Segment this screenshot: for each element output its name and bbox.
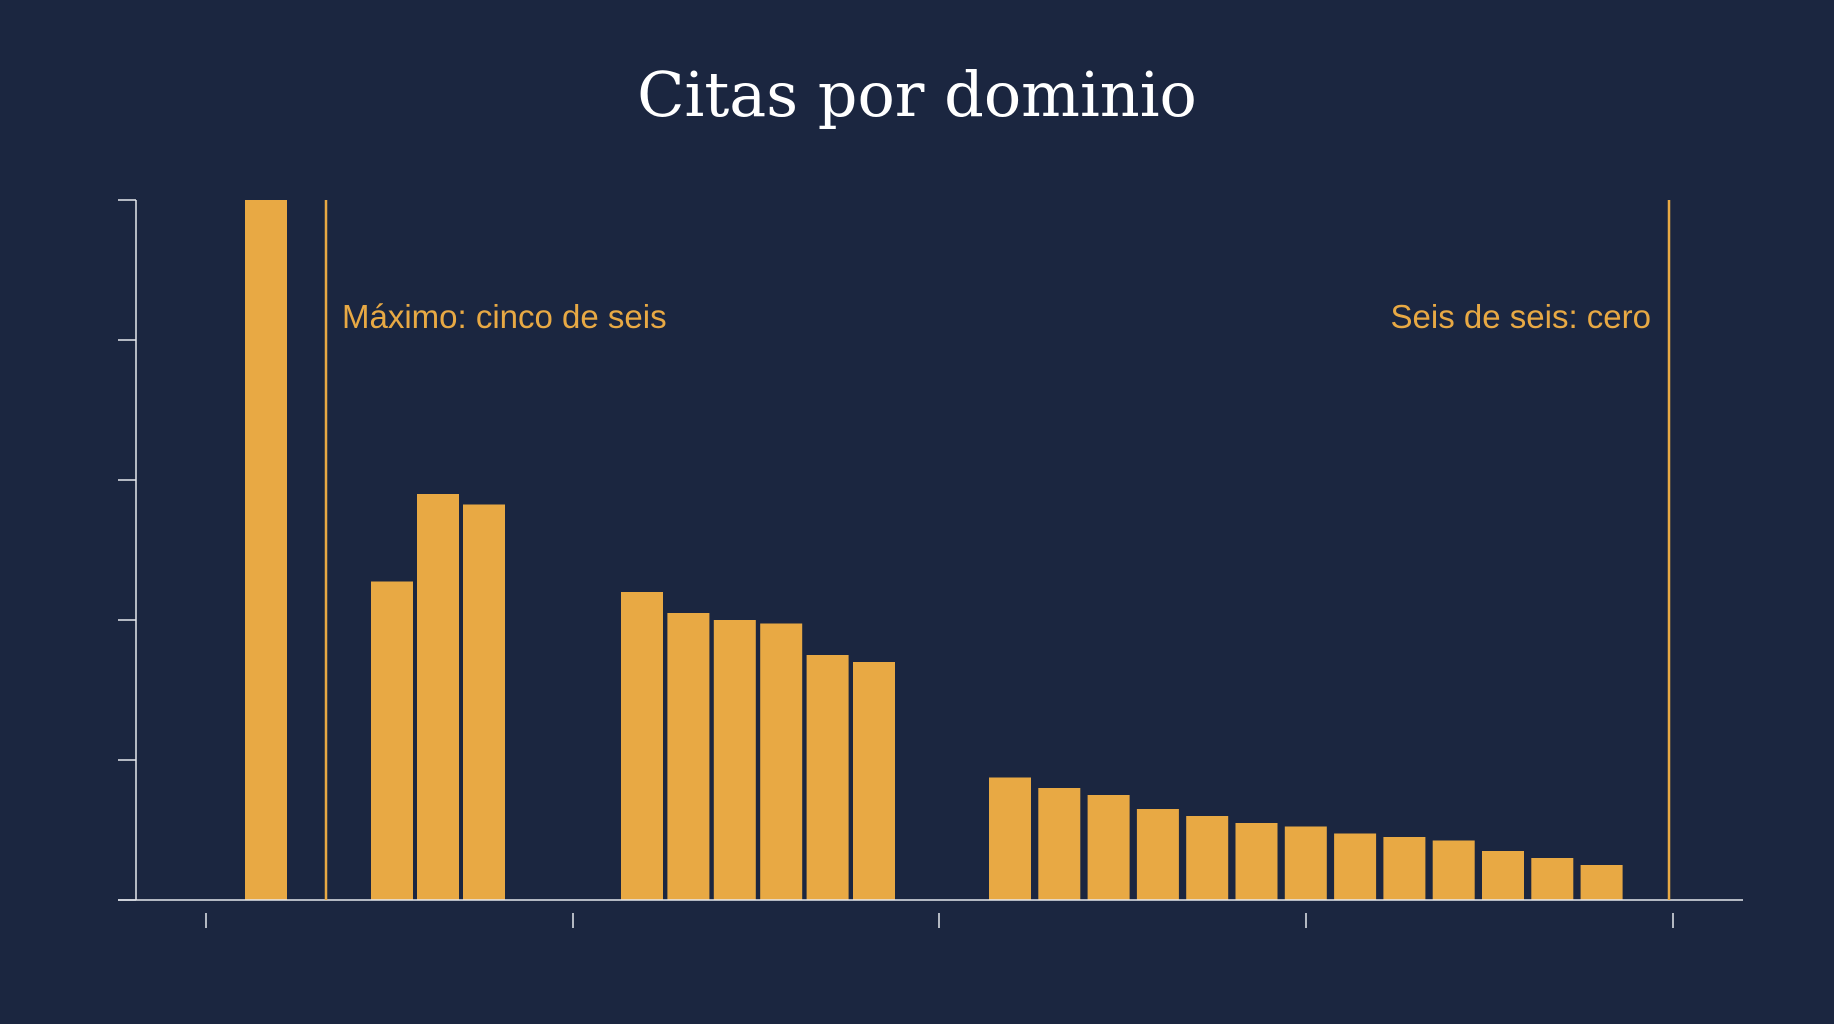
bar-g4-8 [1334,833,1377,900]
bar-g4-10 [1432,840,1475,900]
bar-g4-13 [1580,865,1623,900]
bar-g3-4 [760,623,803,900]
bar-g3-2 [667,613,710,900]
bar-g2-3 [463,504,505,900]
bar-g1-1 [245,200,287,900]
bar-g4-2 [1038,788,1081,900]
bar-g4-1 [989,777,1031,900]
bar-g4-6 [1235,823,1278,900]
bar-g4-11 [1482,851,1524,900]
bar-g3-3 [713,620,756,900]
bar-g4-5 [1186,816,1229,900]
bar-g4-9 [1383,837,1426,900]
bar-g3-1 [621,592,663,900]
bars-layer [245,200,1623,900]
bar-g4-4 [1136,809,1179,900]
annotation-layer: Máximo: cinco de seis Seis de seis: cero [324,200,1671,900]
bar-g4-12 [1531,858,1574,900]
chart-title: Citas por dominio [637,58,1197,131]
bar-g3-5 [806,655,849,900]
bar-g4-7 [1284,826,1327,900]
bar-g2-1 [371,581,413,900]
bar-g4-3 [1087,795,1130,900]
annotation-max-label: Máximo: cinco de seis [342,298,667,335]
bar-g3-6 [853,662,895,900]
axes-layer [118,199,1743,928]
annotation-zero-label: Seis de seis: cero [1391,298,1651,335]
bar-g2-2 [417,494,459,900]
